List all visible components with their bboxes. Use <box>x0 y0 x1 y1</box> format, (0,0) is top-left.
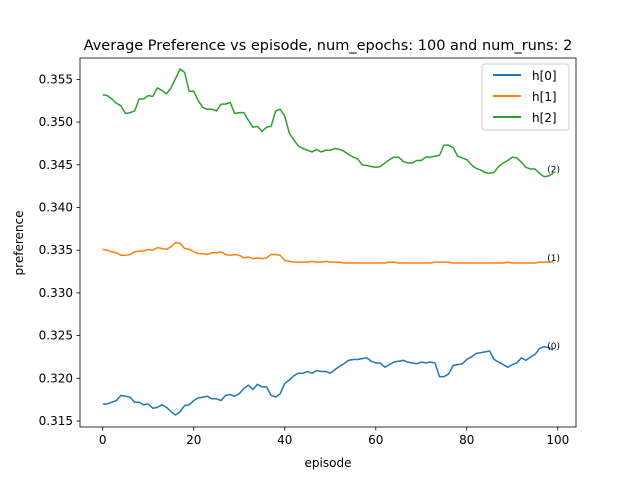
series-lines <box>102 68 554 416</box>
x-tick-label: 20 <box>186 433 201 447</box>
y-tick-label: 0.355 <box>39 72 73 86</box>
y-tick-label: 0.325 <box>39 329 73 343</box>
series-line-h2 <box>102 68 554 178</box>
x-tick-label: 80 <box>459 433 474 447</box>
end-label-h2: (2) <box>547 165 560 175</box>
end-labels: (0) (1) (2) <box>547 165 560 352</box>
y-axis: 0.315 0.320 0.325 0.330 0.335 0.340 0.345 0.350… <box>39 72 80 428</box>
end-label-h1: (1) <box>547 254 560 264</box>
legend: h[0] h[1] h[2] <box>481 63 570 131</box>
x-tick-label: 0 <box>99 433 107 447</box>
x-axis: 0 20 40 60 80 100 <box>99 427 569 447</box>
y-tick-label: 0.315 <box>39 414 73 428</box>
x-tick-label: 100 <box>546 433 569 447</box>
x-tick-label: 40 <box>277 433 292 447</box>
legend-box <box>481 63 570 131</box>
y-axis-title: preference <box>12 211 26 276</box>
series-line-h1 <box>102 241 554 264</box>
y-tick-label: 0.330 <box>39 286 73 300</box>
series-line-h0 <box>102 345 554 416</box>
legend-label-h1: h[1] <box>532 90 557 104</box>
legend-label-h0: h[0] <box>532 69 557 83</box>
y-tick-label: 0.320 <box>39 371 73 385</box>
y-tick-label: 0.335 <box>39 243 73 257</box>
x-axis-title: episode <box>305 456 352 470</box>
end-label-h0: (0) <box>547 342 560 352</box>
plot-frame <box>79 57 577 428</box>
chart-title: Average Preference vs episode, num_epoch… <box>84 38 573 54</box>
y-tick-label: 0.340 <box>39 200 73 214</box>
x-tick-label: 60 <box>368 433 383 447</box>
y-tick-label: 0.350 <box>39 115 73 129</box>
y-tick-label: 0.345 <box>39 158 73 172</box>
legend-label-h2: h[2] <box>532 111 557 125</box>
